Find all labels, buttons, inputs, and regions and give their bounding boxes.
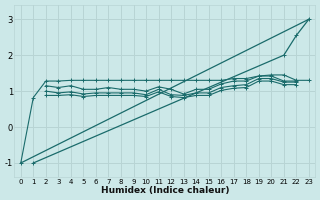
X-axis label: Humidex (Indice chaleur): Humidex (Indice chaleur) [100, 186, 229, 195]
